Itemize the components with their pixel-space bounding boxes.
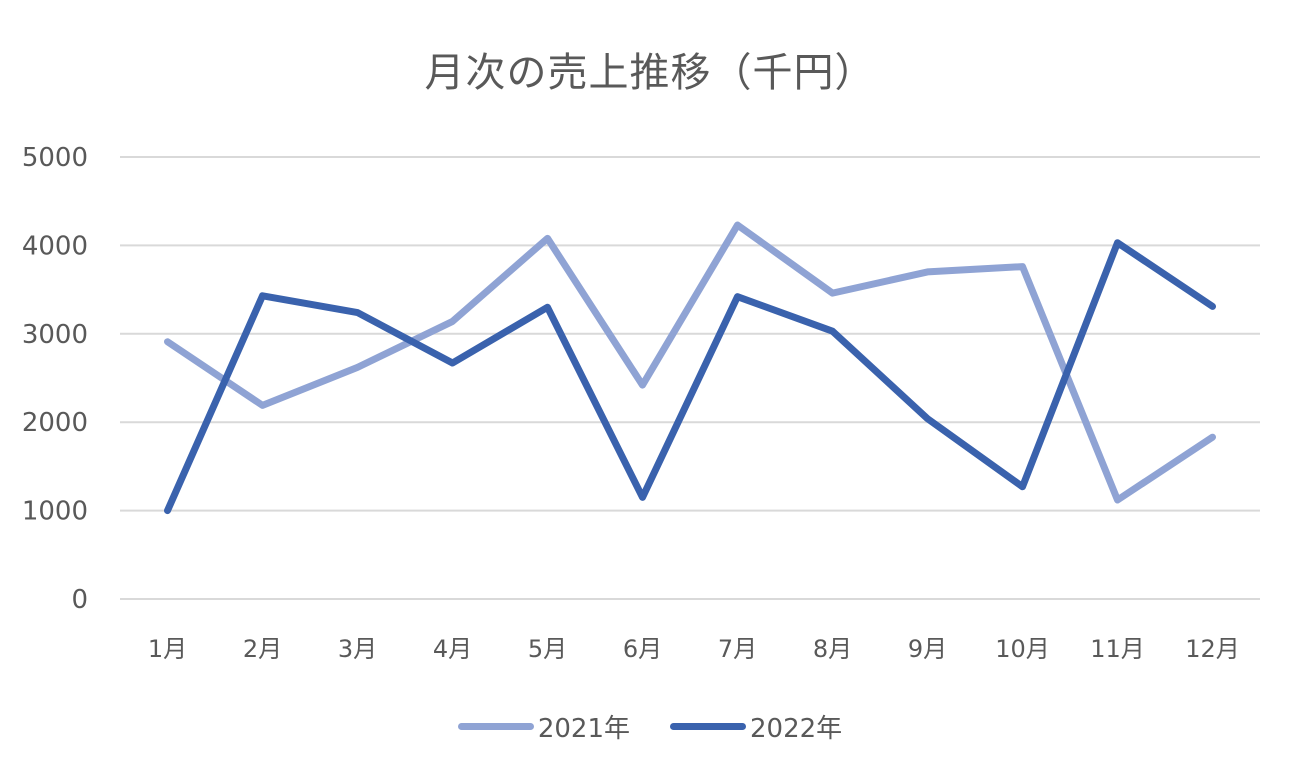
y-tick-label: 4000 [22, 231, 88, 261]
series-line [164, 221, 1216, 504]
y-tick-label: 0 [71, 585, 88, 615]
y-tick-label: 1000 [22, 497, 88, 527]
x-tick-label: 2月 [243, 635, 282, 663]
x-tick-label: 5月 [528, 635, 567, 663]
y-tick-label: 3000 [22, 320, 88, 350]
y-tick-label: 5000 [22, 143, 88, 173]
legend-label: 2022年 [750, 714, 843, 744]
x-tick-label: 3月 [338, 635, 377, 663]
x-tick-label: 10月 [995, 635, 1050, 663]
legend-item: 2022年 [670, 708, 842, 745]
x-tick-label: 8月 [813, 635, 852, 663]
x-tick-label: 12月 [1185, 635, 1240, 663]
y-tick-label: 2000 [22, 408, 88, 438]
chart-title: 月次の売上推移（千円） [424, 50, 876, 96]
x-tick-label: 6月 [623, 635, 662, 663]
legend-line-icon [670, 723, 746, 730]
x-tick-label: 4月 [433, 635, 472, 663]
legend: 2021年 2022年 [0, 708, 1300, 745]
x-tick-label: 7月 [718, 635, 757, 663]
x-tick-label: 9月 [908, 635, 947, 663]
x-tick-label: 1月 [148, 635, 187, 663]
x-tick-label: 11月 [1090, 635, 1145, 663]
legend-line-icon [457, 723, 534, 730]
legend-item: 2021年 [457, 708, 630, 745]
legend-label: 2021年 [537, 714, 630, 744]
series-line [164, 239, 1216, 515]
